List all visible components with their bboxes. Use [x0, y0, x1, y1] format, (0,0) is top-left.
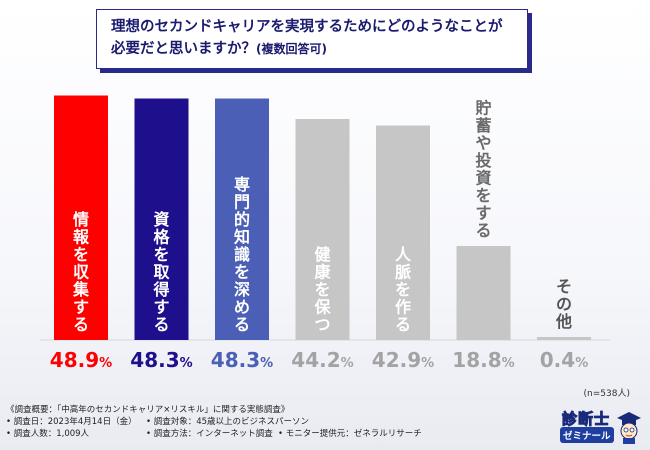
bar-6: [456, 246, 511, 340]
bar-2: [134, 98, 189, 340]
value-label-4: 44.2%: [291, 348, 353, 372]
value-label-3: 48.3%: [211, 348, 273, 372]
logo-line-2: ゼミナール: [560, 427, 614, 443]
mascot-icon: [617, 412, 641, 444]
bar-chart: 情報を収集する 48.9% 資格を取得する 48.3% 専門的知識を深める 48.3% 健康…: [40, 95, 610, 372]
bar-1: [54, 95, 108, 340]
value-label-5: 42.9%: [372, 348, 434, 372]
bar-5: [376, 125, 430, 340]
bar-label-1: 情報を収集する: [72, 210, 90, 334]
question-main: 必要だと思いますか？: [111, 41, 256, 57]
survey-footer: 《調査概要：「中高年のセカンドキャリア×リスキル」に関する実態調査》 • 調査日…: [6, 404, 546, 440]
bar-label-3: 専門的知識を深める: [234, 175, 250, 334]
question-line-1: 理想のセカンドキャリアを実現するためにどのようなことが: [111, 19, 503, 35]
survey-overview: 《調査概要：「中高年のセカンドキャリア×リスキル」に関する実態調査》: [6, 405, 290, 415]
survey-method: • 調査方法：インターネット調査: [146, 429, 273, 439]
bar-label-2: 資格を取得する: [152, 210, 170, 334]
bar-7: [537, 337, 591, 340]
value-label-2: 48.3%: [130, 348, 192, 372]
logo-line-1: 診断士: [561, 410, 611, 429]
question-box: 理想のセカンドキャリアを実現するためにどのようなことが 必要だと思いますか？(複…: [96, 9, 528, 69]
question-note: (複数回答可): [256, 42, 327, 56]
survey-target: • 調査対象：45歳以上のビジネスパーソン: [146, 417, 310, 427]
brand-logo: 診断士 ゼミナール: [560, 408, 644, 446]
value-label-1: 48.9%: [50, 348, 112, 372]
bar-label-7: その他: [555, 277, 572, 331]
value-label-7: 0.4%: [540, 348, 588, 372]
bar-label-6: 貯蓄や投資をする: [475, 99, 491, 241]
survey-count: • 調査人数：1,009人: [6, 429, 90, 439]
bar-3: [215, 98, 269, 340]
survey-date: • 調査日：2023年4月14日（金）: [6, 417, 137, 427]
sample-size: (n=538人): [583, 389, 630, 399]
bar-label-5: 人脈を作る: [395, 245, 412, 334]
bar-4: [295, 119, 350, 340]
question-line-2: 必要だと思いますか？(複数回答可): [111, 38, 513, 60]
bar-label-4: 健康を保つ: [313, 245, 331, 334]
value-label-6: 18.8%: [452, 348, 514, 372]
survey-provider: • モニター提供元：ゼネラルリサーチ: [278, 429, 422, 439]
